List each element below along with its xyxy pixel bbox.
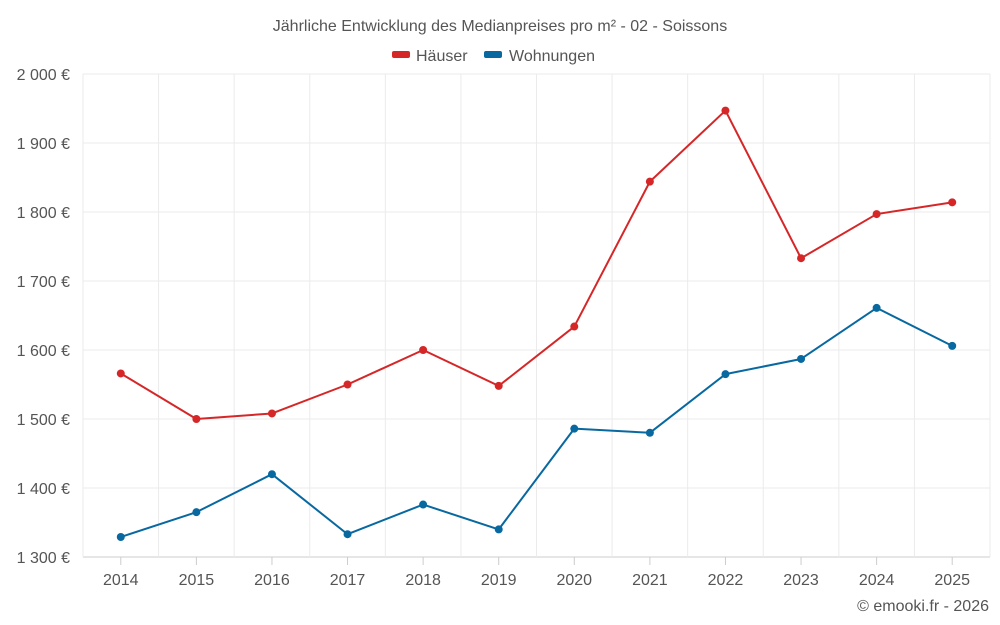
x-tick-label: 2023 [783, 572, 819, 589]
series-points [116, 106, 957, 541]
credit-text[interactable]: © emooki.fr - 2026 [857, 598, 989, 615]
x-tick-label: 2014 [103, 572, 139, 589]
point-wohnungen-2014[interactable] [116, 532, 125, 541]
x-gridlines [82, 74, 991, 557]
point-haeuser-2020[interactable] [570, 322, 579, 331]
point-wohnungen-2020[interactable] [570, 424, 579, 433]
point-wohnungen-2015[interactable] [192, 508, 201, 517]
point-haeuser-2022[interactable] [721, 106, 730, 115]
point-haeuser-2016[interactable] [267, 409, 276, 418]
point-haeuser-2023[interactable] [797, 254, 806, 263]
legend-swatch-haeuser [392, 51, 410, 58]
point-haeuser-2025[interactable] [948, 198, 957, 207]
point-wohnungen-2017[interactable] [343, 530, 352, 539]
y-tick-label: 1 500 € [17, 412, 70, 429]
legend-swatch-wohnungen [484, 51, 502, 58]
legend-label-haeuser: Häuser [416, 48, 468, 65]
x-tick-label: 2022 [708, 572, 744, 589]
x-tick-label: 2025 [934, 572, 970, 589]
point-wohnungen-2016[interactable] [267, 470, 276, 479]
legend-item-wohnungen[interactable]: Wohnungen [484, 48, 595, 65]
x-tick-label: 2024 [859, 572, 895, 589]
point-haeuser-2024[interactable] [872, 210, 881, 219]
y-tick-label: 1 900 € [17, 136, 70, 153]
x-tick-label: 2016 [254, 572, 290, 589]
x-tick-label: 2015 [179, 572, 215, 589]
x-tick-label: 2020 [556, 572, 592, 589]
x-axis-tick-labels: 2014 2015 2016 2017 2018 2019 2020 2021 2022 2023… [103, 557, 970, 589]
point-haeuser-2021[interactable] [645, 177, 654, 186]
series-line-haeuser[interactable] [120, 109, 953, 420]
y-tick-label: 1 600 € [17, 343, 70, 360]
point-wohnungen-2019[interactable] [494, 525, 503, 534]
point-wohnungen-2021[interactable] [645, 428, 654, 437]
point-wohnungen-2024[interactable] [872, 303, 881, 312]
point-haeuser-2017[interactable] [343, 380, 352, 389]
chart-title: Jährliche Entwicklung des Medianpreises … [273, 18, 727, 35]
y-tick-label: 1 700 € [17, 274, 70, 291]
x-tick-label: 2018 [405, 572, 441, 589]
y-tick-label: 1 400 € [17, 481, 70, 498]
point-wohnungen-2022[interactable] [721, 370, 730, 379]
y-tick-label: 1 300 € [17, 550, 70, 567]
legend[interactable]: Häuser Wohnungen [392, 48, 595, 65]
y-tick-label: 2 000 € [17, 67, 70, 84]
y-tick-label: 1 800 € [17, 205, 70, 222]
point-haeuser-2014[interactable] [116, 369, 125, 378]
x-tick-label: 2017 [330, 572, 366, 589]
series-lines [120, 109, 953, 538]
legend-label-wohnungen: Wohnungen [509, 48, 595, 65]
series-line-wohnungen[interactable] [120, 306, 953, 538]
x-tick-label: 2021 [632, 572, 668, 589]
point-wohnungen-2025[interactable] [948, 341, 957, 350]
x-tick-label: 2019 [481, 572, 517, 589]
point-wohnungen-2023[interactable] [797, 354, 806, 363]
y-axis-tick-labels: 1 300 € 1 400 € 1 500 € 1 600 € 1 700 € 1 800… [17, 67, 70, 567]
point-haeuser-2018[interactable] [419, 346, 428, 354]
point-haeuser-2019[interactable] [494, 381, 503, 390]
point-haeuser-2015[interactable] [192, 415, 201, 423]
point-wohnungen-2018[interactable] [419, 500, 428, 509]
legend-item-haeuser[interactable]: Häuser [392, 48, 468, 65]
